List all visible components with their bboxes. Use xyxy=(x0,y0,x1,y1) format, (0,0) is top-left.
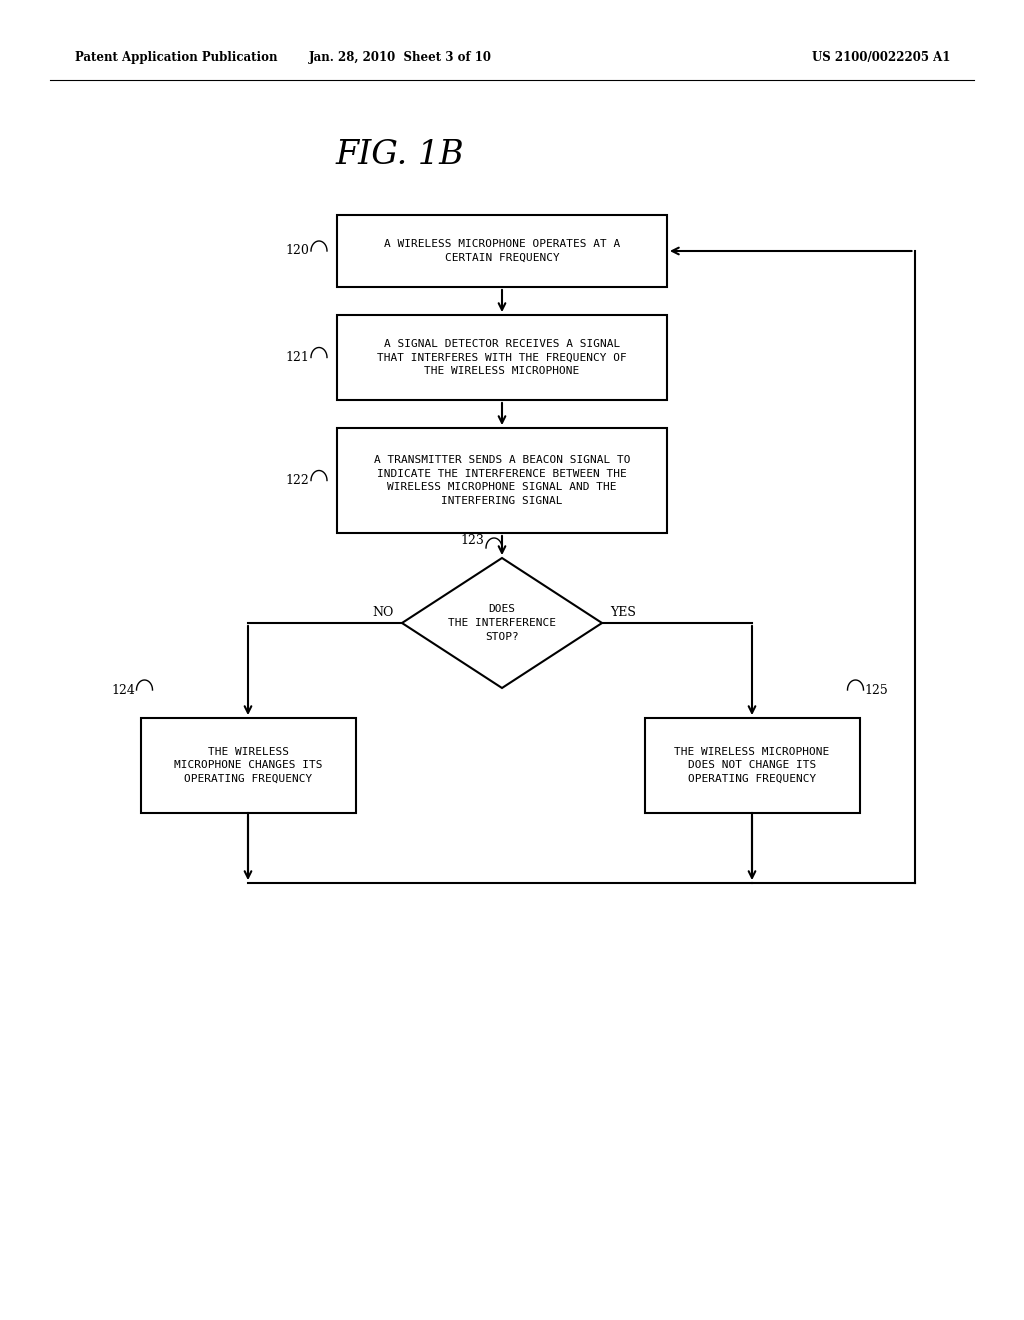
Bar xyxy=(337,428,667,533)
Bar xyxy=(337,215,667,286)
Bar xyxy=(140,718,355,813)
Text: 124: 124 xyxy=(112,684,135,697)
Text: FIG. 1B: FIG. 1B xyxy=(336,139,464,172)
Text: Patent Application Publication: Patent Application Publication xyxy=(75,51,278,65)
Bar xyxy=(337,315,667,400)
Bar xyxy=(644,718,859,813)
Text: DOES
THE INTERFERENCE
STOP?: DOES THE INTERFERENCE STOP? xyxy=(449,605,556,642)
Text: US 2100/0022205 A1: US 2100/0022205 A1 xyxy=(812,51,950,65)
Text: 122: 122 xyxy=(286,474,309,487)
Text: NO: NO xyxy=(373,606,394,619)
Text: YES: YES xyxy=(610,606,636,619)
Text: 120: 120 xyxy=(285,244,309,257)
Text: THE WIRELESS
MICROPHONE CHANGES ITS
OPERATING FREQUENCY: THE WIRELESS MICROPHONE CHANGES ITS OPER… xyxy=(174,747,323,784)
Text: A TRANSMITTER SENDS A BEACON SIGNAL TO
INDICATE THE INTERFERENCE BETWEEN THE
WIR: A TRANSMITTER SENDS A BEACON SIGNAL TO I… xyxy=(374,455,630,506)
Text: A SIGNAL DETECTOR RECEIVES A SIGNAL
THAT INTERFERES WITH THE FREQUENCY OF
THE WI: A SIGNAL DETECTOR RECEIVES A SIGNAL THAT… xyxy=(377,339,627,376)
Text: 125: 125 xyxy=(864,684,888,697)
Text: 123: 123 xyxy=(460,533,484,546)
Polygon shape xyxy=(402,558,602,688)
Text: 121: 121 xyxy=(285,351,309,364)
Text: Jan. 28, 2010  Sheet 3 of 10: Jan. 28, 2010 Sheet 3 of 10 xyxy=(308,51,492,65)
Text: THE WIRELESS MICROPHONE
DOES NOT CHANGE ITS
OPERATING FREQUENCY: THE WIRELESS MICROPHONE DOES NOT CHANGE … xyxy=(675,747,829,784)
Text: A WIRELESS MICROPHONE OPERATES AT A
CERTAIN FREQUENCY: A WIRELESS MICROPHONE OPERATES AT A CERT… xyxy=(384,239,621,263)
